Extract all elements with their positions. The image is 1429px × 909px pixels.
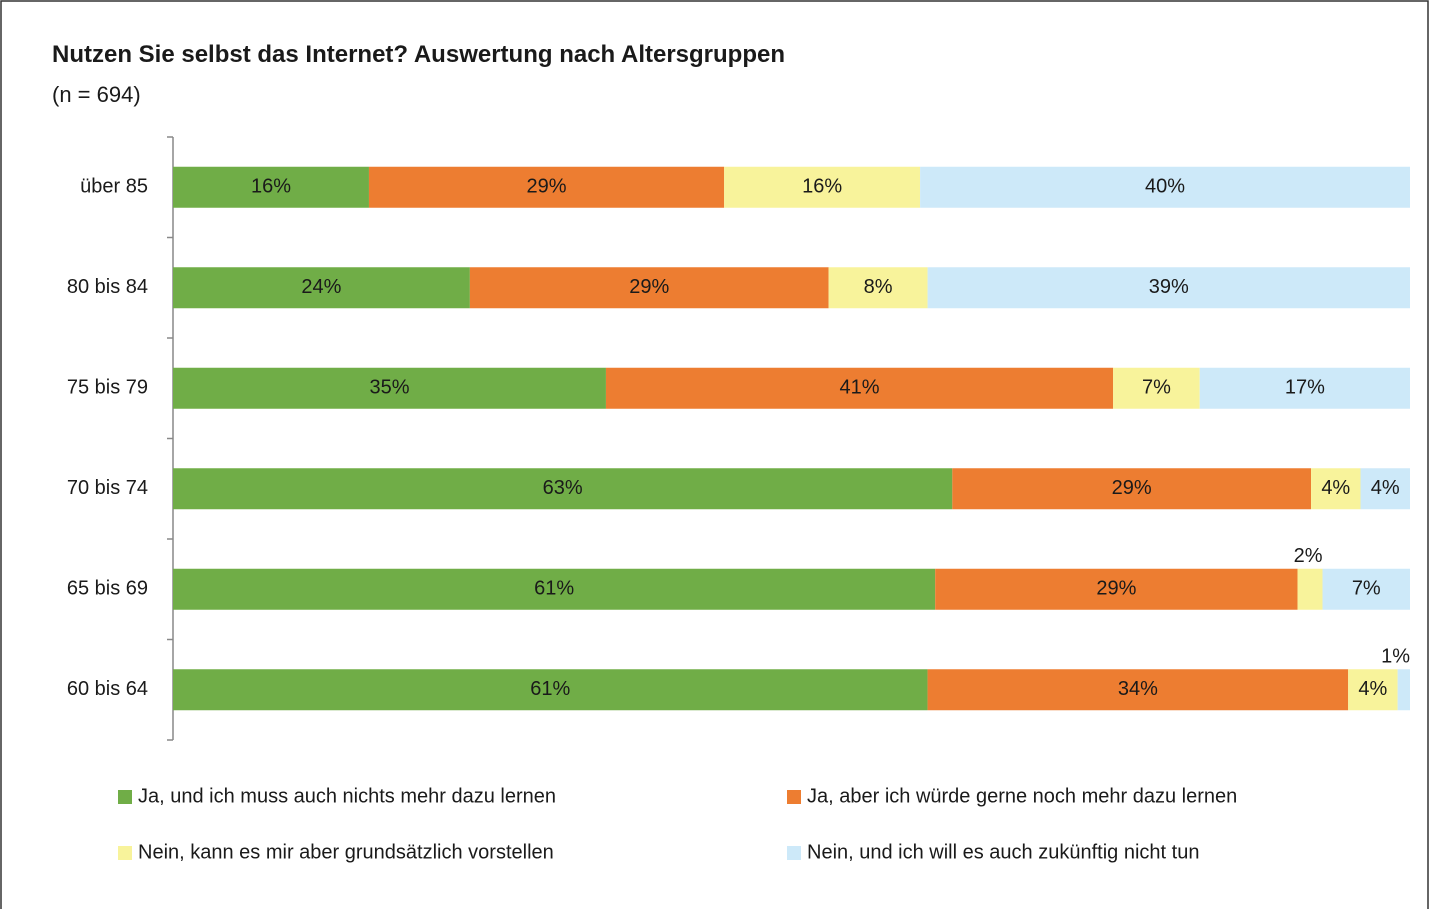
value-label: 24% bbox=[301, 276, 341, 298]
legend-swatch bbox=[118, 846, 132, 860]
y-tick-label: 75 bis 79 bbox=[67, 377, 148, 399]
value-label: 40% bbox=[1145, 176, 1185, 198]
bar-segment bbox=[920, 166, 1410, 208]
value-label: 4% bbox=[1321, 477, 1350, 499]
bar-segment bbox=[952, 468, 1312, 510]
value-label: 39% bbox=[1149, 276, 1189, 298]
value-label: 4% bbox=[1358, 678, 1387, 700]
value-label: 29% bbox=[629, 276, 669, 298]
bar-segment bbox=[173, 166, 369, 208]
value-label: 16% bbox=[802, 176, 842, 198]
bar-segment bbox=[935, 568, 1298, 610]
legend-label: Ja, aber ich würde gerne noch mehr dazu … bbox=[807, 785, 1237, 807]
bar-segment bbox=[173, 267, 470, 309]
bar-segment bbox=[173, 669, 928, 711]
y-tick-label: 80 bis 84 bbox=[67, 276, 148, 298]
bar-segment bbox=[1311, 468, 1361, 510]
bar-segment bbox=[1297, 568, 1323, 610]
legend-swatch bbox=[118, 790, 132, 804]
bar-segment bbox=[927, 669, 1349, 711]
value-label: 35% bbox=[369, 377, 409, 399]
bar-segment bbox=[927, 267, 1410, 309]
value-label: 63% bbox=[543, 477, 583, 499]
bar-segment bbox=[1397, 669, 1410, 711]
value-label: 8% bbox=[864, 276, 893, 298]
bar-segment bbox=[828, 267, 928, 309]
value-label: 2% bbox=[1294, 545, 1323, 567]
value-label: 34% bbox=[1118, 678, 1158, 700]
bar-segment bbox=[724, 166, 921, 208]
bar-segment bbox=[1199, 367, 1410, 409]
bar-segment bbox=[1113, 367, 1200, 409]
bar-segment bbox=[173, 568, 936, 610]
bar-segment bbox=[1348, 669, 1398, 711]
y-tick-label: 65 bis 69 bbox=[67, 578, 148, 600]
y-tick-label: 60 bis 64 bbox=[67, 678, 148, 700]
legend-swatch bbox=[787, 790, 801, 804]
bar-segment bbox=[1360, 468, 1410, 510]
value-label: 7% bbox=[1142, 377, 1171, 399]
legend-label: Nein, kann es mir aber grundsätzlich vor… bbox=[138, 841, 554, 863]
bar-segment bbox=[173, 367, 606, 409]
legend-label: Ja, und ich muss auch nichts mehr dazu l… bbox=[138, 785, 556, 807]
value-label: 7% bbox=[1352, 578, 1381, 600]
legend-swatch bbox=[787, 846, 801, 860]
legend-label: Nein, und ich will es auch zukünftig nic… bbox=[807, 841, 1199, 863]
value-label: 29% bbox=[527, 176, 567, 198]
bar-segment bbox=[605, 367, 1114, 409]
y-tick-label: über 85 bbox=[80, 176, 148, 198]
value-label: 1% bbox=[1381, 646, 1410, 668]
chart-subtitle: (n = 694) bbox=[52, 82, 141, 107]
value-label: 4% bbox=[1371, 477, 1400, 499]
value-label: 29% bbox=[1096, 578, 1136, 600]
bar-segment bbox=[368, 166, 725, 208]
chart-title: Nutzen Sie selbst das Internet? Auswertu… bbox=[52, 41, 785, 68]
bar-segment bbox=[173, 468, 953, 510]
bar-segment bbox=[1322, 568, 1410, 610]
y-tick-label: 70 bis 74 bbox=[67, 477, 148, 499]
value-label: 61% bbox=[534, 578, 574, 600]
value-label: 29% bbox=[1112, 477, 1152, 499]
value-label: 41% bbox=[840, 377, 880, 399]
value-label: 61% bbox=[530, 678, 570, 700]
value-label: 17% bbox=[1285, 377, 1325, 399]
bar-segment bbox=[469, 267, 829, 309]
value-label: 16% bbox=[251, 176, 291, 198]
